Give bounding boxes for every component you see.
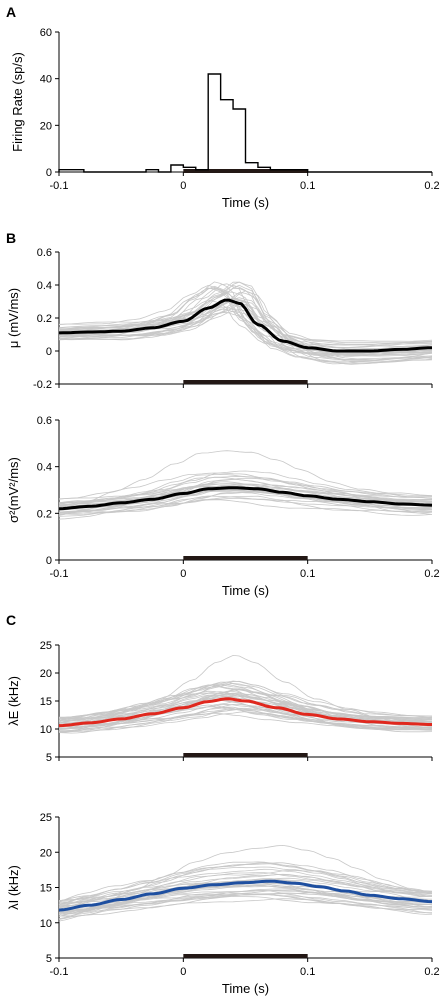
individual-trace — [58, 297, 433, 350]
individual-trace — [58, 288, 433, 365]
histogram-bin — [233, 109, 245, 172]
y-tick-label: 0 — [46, 346, 52, 358]
panel-letter-c: C — [6, 612, 16, 628]
x-tick-label: 0.1 — [300, 966, 315, 978]
mean-trace — [58, 486, 433, 511]
mu-chart: -0.2 0 0.2 0.4 0.6 μ (mV/ms) — [6, 247, 433, 391]
y-tick-label: 10 — [40, 918, 52, 930]
x-tick-label: 0.1 — [300, 180, 315, 192]
individual-trace — [58, 866, 433, 908]
individual-trace — [58, 478, 433, 508]
individual-trace — [58, 878, 433, 920]
y-tick-label: 5 — [46, 953, 52, 965]
individual-trace — [58, 287, 433, 356]
y-axis-label: λE (kHz) — [6, 676, 21, 726]
individual-trace — [58, 895, 433, 920]
individual-trace — [59, 291, 433, 349]
individual-trace — [58, 873, 433, 915]
x-tick-label: -0.1 — [50, 966, 69, 978]
stimulus-bar — [183, 380, 308, 384]
x-tick-label: -0.1 — [50, 180, 69, 192]
individual-trace — [58, 680, 433, 724]
histogram-outline — [58, 73, 432, 173]
individual-trace — [58, 874, 433, 906]
individual-trace — [58, 284, 432, 349]
histogram-bin — [221, 100, 233, 172]
individual-trace — [58, 861, 433, 903]
y-tick-label: 10 — [40, 724, 52, 736]
y-tick-label: 0.4 — [37, 280, 52, 292]
y-tick-label: 0.2 — [37, 313, 52, 325]
stimulus-bar — [183, 169, 308, 173]
histogram-bin — [208, 74, 220, 172]
individual-trace — [58, 682, 433, 720]
y-tick-label: 25 — [40, 812, 52, 824]
y-tick-label: 40 — [40, 74, 52, 86]
stimulus-bar — [183, 753, 308, 757]
individual-trace — [58, 707, 433, 734]
individual-trace — [58, 499, 433, 516]
mean-trace — [58, 298, 433, 353]
y-tick-label: 5 — [46, 752, 52, 764]
x-tick-label: 0 — [180, 966, 186, 978]
y-tick-label: 0.6 — [37, 415, 52, 427]
lambda-i-chart: 5 10 15 20 25 -0.1 0 0.1 0.2 Time (s) λI (kHz) — [6, 812, 440, 996]
y-axis-label: Firing Rate (sp/s) — [10, 52, 25, 152]
individual-trace — [58, 298, 433, 360]
lambda-e-chart: 5 10 15 20 25 λE (kHz) — [6, 640, 433, 764]
stimulus-bar — [183, 954, 308, 958]
x-tick-label: 0.2 — [424, 966, 439, 978]
y-tick-label: 20 — [40, 847, 52, 859]
x-axis-label: Time (s) — [222, 195, 269, 210]
y-tick-label: 20 — [40, 120, 52, 132]
x-tick-label: 0.1 — [300, 568, 315, 580]
individual-trace — [58, 481, 433, 516]
y-axis-label: μ (mV/ms) — [6, 288, 21, 348]
x-tick-label: 0.2 — [424, 568, 439, 580]
y-tick-label: 0 — [46, 555, 52, 567]
individual-trace — [58, 281, 433, 357]
individual-trace — [58, 898, 433, 917]
individual-trace — [58, 495, 433, 513]
mean-trace — [58, 879, 433, 912]
individual-trace — [58, 890, 433, 908]
panel-letter-b: B — [6, 230, 16, 246]
individual-trace — [58, 695, 433, 733]
y-tick-label: 0.6 — [37, 247, 52, 259]
individual-trace — [58, 691, 433, 719]
x-axis-label: Time (s) — [222, 583, 269, 598]
y-axis-label: λI (kHz) — [6, 865, 21, 910]
y-tick-label: 20 — [40, 668, 52, 680]
y-tick-label: 0.4 — [37, 462, 52, 474]
y-tick-label: 0.2 — [37, 508, 52, 520]
individual-trace — [58, 301, 433, 346]
individual-trace — [58, 495, 433, 520]
stimulus-bar — [183, 556, 308, 560]
panel-letter-a: A — [6, 4, 16, 20]
histogram-bin — [171, 165, 183, 172]
y-axis-label: σ²(mV²/ms) — [6, 457, 21, 523]
individual-trace — [58, 863, 433, 905]
individual-trace — [58, 684, 433, 719]
x-tick-label: -0.1 — [50, 568, 69, 580]
y-tick-label: 60 — [40, 27, 52, 39]
individual-trace — [58, 892, 433, 909]
x-tick-label: 0 — [180, 180, 186, 192]
x-tick-label: 0.2 — [424, 180, 439, 192]
y-tick-label: 25 — [40, 640, 52, 652]
x-axis-label: Time (s) — [222, 981, 269, 996]
y-tick-label: 0 — [46, 167, 52, 179]
x-tick-label: 0 — [180, 568, 186, 580]
y-tick-label: 15 — [40, 696, 52, 708]
individual-trace — [59, 470, 433, 505]
individual-trace — [58, 472, 433, 500]
y-tick-label: -0.2 — [33, 379, 52, 391]
mean-trace — [58, 697, 432, 728]
y-tick-label: 15 — [40, 883, 52, 895]
